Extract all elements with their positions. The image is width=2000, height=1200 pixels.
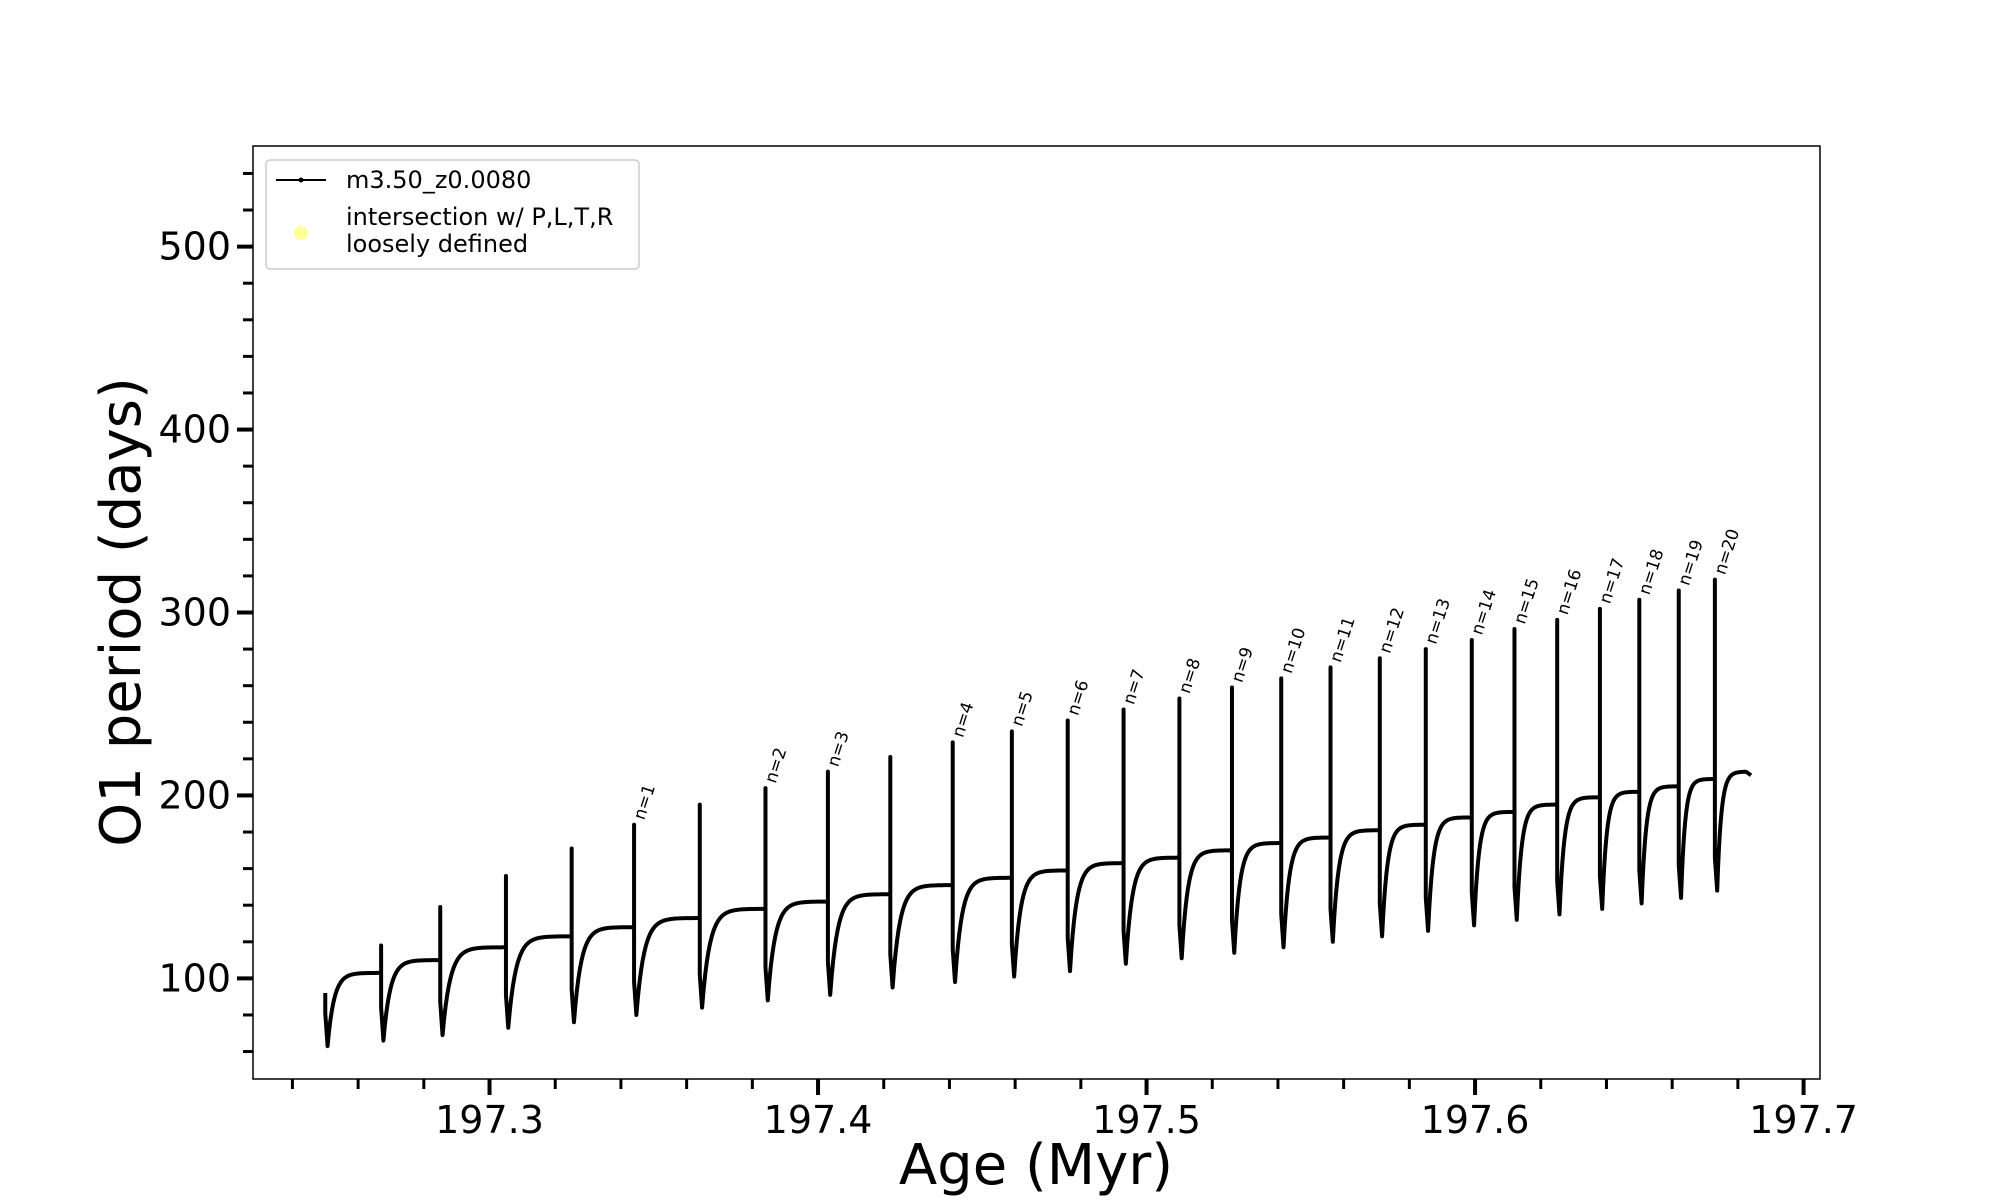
cycle-label: n=10 (1277, 625, 1310, 676)
y-tick-label: 100 (158, 956, 231, 1000)
y-tick-label: 500 (158, 225, 231, 269)
x-tick-label: 197.5 (1092, 1098, 1201, 1142)
cycle-label: n=14 (1468, 587, 1501, 638)
legend-circle-marker (294, 226, 308, 240)
x-tick-label: 197.4 (764, 1098, 873, 1142)
cycle-label: n=5 (1008, 689, 1038, 729)
cycle-label: n=11 (1326, 614, 1359, 665)
cycle-label: n=6 (1063, 678, 1093, 718)
y-tick-label: 400 (158, 408, 231, 452)
x-axis-title: Age (Myr) (899, 1133, 1173, 1198)
plot-area: n=1 n=2 n=3 n=4 n=5 n=6 n=7 n=8 n=9 n=10 n=11 n=12 n… (323, 527, 1753, 1049)
cycle-label: n=7 (1119, 667, 1149, 707)
cycle-label: n=3 (824, 729, 854, 769)
legend-entry-label: m3.50_z0.0080 (346, 166, 531, 194)
series-line-m3.50-z0.0080 (323, 577, 1753, 1049)
cycle-label: n=8 (1175, 656, 1205, 696)
cycle-label: n=15 (1510, 576, 1543, 627)
legend: m3.50_z0.0080 intersection w/ P,L,T,R lo… (265, 159, 640, 270)
y-tick-label: 200 (158, 773, 231, 817)
plot-frame (252, 145, 1821, 1080)
x-tick-label: 197.3 (435, 1098, 544, 1142)
cycle-label: n=4 (948, 700, 978, 740)
cycle-label: n=13 (1422, 596, 1455, 647)
legend-dot-marker (298, 177, 304, 183)
x-tick-label: 197.7 (1749, 1098, 1858, 1142)
legend-entry-label-line2: loosely defined (346, 230, 528, 258)
x-tick-label: 197.6 (1421, 1098, 1530, 1142)
cycle-label: n=20 (1711, 527, 1744, 578)
cycle-label: n=1 (630, 782, 660, 822)
legend-frame (265, 159, 640, 270)
cycle-label: n=16 (1553, 567, 1586, 618)
y-tick-label: 300 (158, 591, 231, 635)
cycle-labels: n=1 n=2 n=3 n=4 n=5 n=6 n=7 n=8 n=9 n=10 n=11 n=12 n… (630, 527, 1744, 823)
cycle-label: n=17 (1596, 556, 1629, 607)
cycle-label: n=12 (1376, 605, 1409, 656)
cycle-label: n=19 (1674, 537, 1707, 588)
x-axis: 197.3 197.4 197.5 197.6 197.7 (290, 1079, 1858, 1142)
y-axis: 100 200 300 400 500 (158, 171, 253, 1054)
legend-entry-label-line1: intersection w/ P,L,T,R (346, 203, 613, 231)
cycle-label: n=9 (1228, 645, 1258, 685)
cycle-label: n=2 (761, 745, 791, 785)
y-axis-title: O1 period (days) (89, 377, 154, 847)
cycle-label: n=18 (1635, 547, 1668, 598)
